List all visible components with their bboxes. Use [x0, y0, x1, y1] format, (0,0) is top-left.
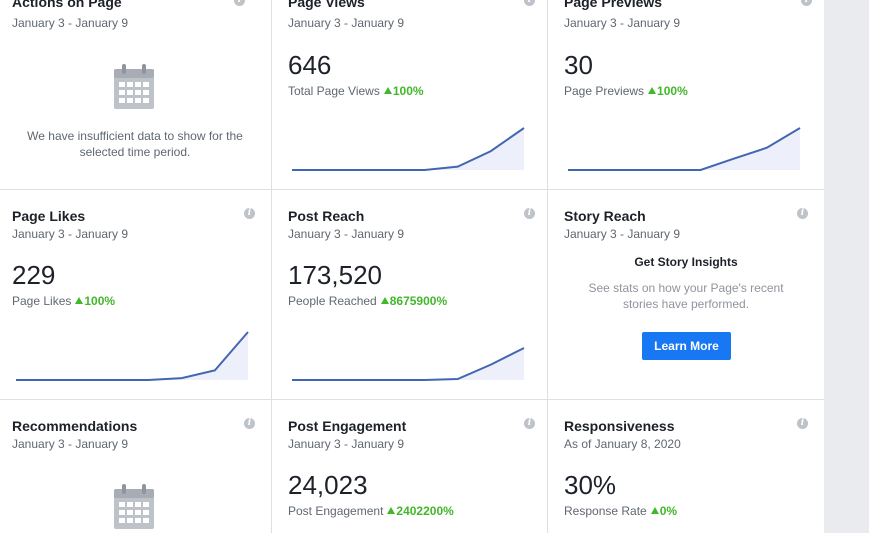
info-icon[interactable]: i — [524, 0, 535, 6]
story-description-line: stories have performed. — [622, 297, 750, 311]
metric-value: 24,023 — [288, 470, 368, 500]
info-icon[interactable]: i — [244, 418, 255, 429]
date-range: January 3 - January 9 — [564, 16, 681, 30]
date-range: January 3 - January 9 — [12, 227, 129, 241]
metric-delta: 8675900% — [389, 294, 448, 308]
sparkline — [16, 331, 249, 381]
card-page-previews[interactable]: Page Previews i January 3 - January 9 30… — [552, 0, 824, 189]
metric-label-text: Page Likes — [12, 294, 72, 308]
triangle-up-icon — [380, 297, 389, 304]
triangle-up-icon — [387, 507, 396, 514]
empty-state-message: We have insufficient data to show for th… — [0, 128, 270, 160]
calendar-icon — [114, 64, 154, 109]
row-divider — [0, 189, 824, 190]
sparkline — [292, 347, 525, 381]
metric-delta: 0% — [659, 504, 678, 518]
card-responsiveness[interactable]: Responsiveness i As of January 8, 2020 3… — [548, 400, 824, 533]
sparkline-area — [292, 128, 524, 170]
metric-value: 30 — [564, 50, 593, 80]
info-icon[interactable]: i — [524, 208, 535, 219]
sparkline-area — [568, 128, 800, 170]
sparkline-area — [292, 348, 524, 380]
metric-label: Page Previews 100% — [564, 84, 688, 98]
card-post-reach[interactable]: Post Reach i January 3 - January 9 173,5… — [276, 190, 547, 399]
card-title: Actions on Page — [12, 0, 122, 10]
sparkline-line — [568, 127, 801, 171]
triangle-up-icon — [650, 507, 659, 514]
date-range: January 3 - January 9 — [564, 227, 681, 241]
info-icon[interactable]: i — [797, 208, 808, 219]
metric-label-text: People Reached — [288, 294, 377, 308]
info-icon[interactable]: i — [244, 208, 255, 219]
metric-label: Total Page Views 100% — [288, 84, 424, 98]
card-title: Story Reach — [564, 208, 646, 224]
sparkline — [292, 127, 525, 171]
triangle-up-icon — [75, 297, 84, 304]
page-background-gutter — [824, 0, 869, 533]
metric-delta: 100% — [657, 84, 688, 98]
metric-label: Page Likes 100% — [12, 294, 115, 308]
empty-message-line: selected time period. — [79, 145, 191, 159]
column-divider — [547, 0, 548, 533]
info-icon[interactable]: i — [797, 418, 808, 429]
card-title: Page Views — [288, 0, 365, 10]
metric-label-text: Response Rate — [564, 504, 647, 518]
insights-grid: Actions on Page i January 3 - January 9 … — [0, 0, 824, 533]
learn-more-button[interactable]: Learn More — [642, 332, 731, 360]
date-range: January 3 - January 9 — [288, 227, 405, 241]
triangle-up-icon — [648, 87, 657, 94]
card-post-engagement[interactable]: Post Engagement i January 3 - January 9 … — [276, 400, 547, 533]
sparkline-line — [292, 347, 525, 381]
card-title: Page Previews — [564, 0, 663, 10]
card-page-views[interactable]: Page Views i January 3 - January 9 646 T… — [276, 0, 547, 189]
sparkline-line — [16, 331, 249, 381]
story-insights-heading: Get Story Insights — [634, 255, 738, 269]
date-range: January 3 - January 9 — [288, 16, 405, 30]
card-title: Post Engagement — [288, 418, 407, 434]
metric-label-text: Post Engagement — [288, 504, 384, 518]
metric-delta: 100% — [84, 294, 116, 308]
date-range: January 3 - January 9 — [12, 16, 129, 30]
card-page-likes[interactable]: Page Likes i January 3 - January 9 229 P… — [0, 190, 271, 399]
story-description-line: See stats on how your Page's recent — [588, 281, 784, 295]
sparkline-area — [16, 332, 248, 380]
metric-label-text: Total Page Views — [288, 84, 380, 98]
card-title: Responsiveness — [564, 418, 675, 434]
date-range: As of January 8, 2020 — [564, 437, 681, 451]
sparkline-line — [292, 127, 525, 171]
card-recommendations[interactable]: Recommendations i January 3 - January 9 — [0, 400, 271, 533]
metric-value: 646 — [288, 50, 332, 80]
card-actions-on-page[interactable]: Actions on Page i January 3 - January 9 … — [0, 0, 271, 189]
story-insights-description: See stats on how your Page's recent stor… — [548, 280, 824, 312]
info-icon[interactable]: i — [801, 0, 812, 6]
metric-value: 173,520 — [288, 260, 382, 290]
date-range: January 3 - January 9 — [288, 437, 405, 451]
metric-label: People Reached 8675900% — [288, 294, 447, 308]
card-title: Page Likes — [12, 208, 86, 224]
metric-value: 30% — [564, 470, 617, 500]
empty-message-line: We have insufficient data to show for th… — [27, 129, 243, 143]
calendar-icon — [114, 484, 154, 529]
card-title: Post Reach — [288, 208, 365, 224]
metric-delta: 100% — [392, 84, 424, 98]
row-divider — [0, 399, 824, 400]
triangle-up-icon — [383, 87, 392, 94]
metric-value: 229 — [12, 260, 56, 290]
metric-label: Post Engagement 2402200% — [288, 504, 454, 518]
info-icon[interactable]: i — [234, 0, 245, 6]
metric-delta: 2402200% — [396, 504, 454, 518]
info-icon[interactable]: i — [524, 418, 535, 429]
card-story-reach[interactable]: Story Reach i January 3 - January 9 Get … — [548, 190, 824, 399]
date-range: January 3 - January 9 — [12, 437, 129, 451]
column-divider — [271, 0, 272, 533]
sparkline — [568, 127, 801, 171]
metric-label-text: Page Previews — [564, 84, 645, 98]
card-title: Recommendations — [12, 418, 138, 434]
metric-label: Response Rate 0% — [564, 504, 677, 518]
